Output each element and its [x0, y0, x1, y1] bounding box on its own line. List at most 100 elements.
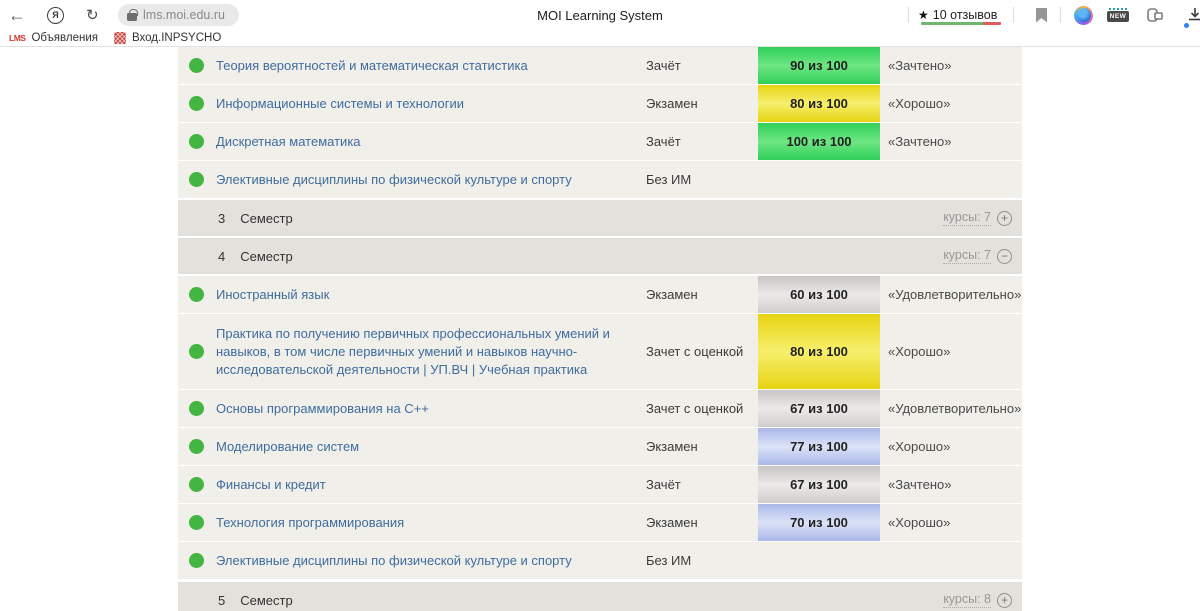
table-row: Дискретная математика Зачёт 100 из 100 «…: [178, 123, 1022, 160]
score-badge: 80 из 100: [758, 85, 880, 122]
grade-text: «Зачтено»: [888, 134, 952, 149]
expand-toggle-icon[interactable]: +: [997, 210, 1012, 226]
grade-text: «Зачтено»: [888, 58, 952, 73]
address-bar[interactable]: lms.moi.edu.ru: [118, 4, 239, 26]
score-badge: 100 из 100: [758, 123, 880, 160]
semester-label: Семестр: [240, 592, 293, 608]
refresh-button[interactable]: ↻: [86, 7, 99, 24]
sphere-icon: [1074, 5, 1093, 25]
bookmark-item-inpsycho[interactable]: Вход.INPSYCHO: [113, 32, 222, 44]
assessment-type: Без ИМ: [646, 172, 692, 187]
course-link[interactable]: Финансы и кредит: [216, 476, 326, 492]
table-row: Практика по получению первичных професси…: [178, 314, 1022, 389]
download-arrow-icon: [1189, 8, 1200, 21]
score-badge: 77 из 100: [758, 428, 880, 465]
table-row: Элективные дисциплины по физической куль…: [178, 161, 1022, 198]
score-badge: 80 из 100: [758, 314, 880, 389]
course-link[interactable]: Практика по получению первичных професси…: [216, 325, 610, 377]
inpsycho-favicon: [113, 32, 126, 44]
protect-glyph-icon: [1147, 8, 1163, 22]
extension-sphere-icon[interactable]: [1074, 0, 1093, 30]
status-dot-icon: [189, 344, 204, 359]
status-dot-icon: [189, 439, 204, 454]
score-badge: 90 из 100: [758, 47, 880, 84]
courses-count-link[interactable]: курсы: 8: [943, 592, 991, 608]
score-badge: [758, 542, 880, 579]
semester-row[interactable]: 3 Семестр курсы: 7 +: [178, 200, 1022, 236]
assessment-type: Зачет с оценкой: [646, 344, 744, 359]
assessment-type: Зачет с оценкой: [646, 401, 744, 416]
courses-count-link[interactable]: курсы: 7: [943, 248, 991, 264]
protect-icon[interactable]: [1146, 0, 1164, 30]
bookmark-label: Вход.INPSYCHO: [131, 32, 222, 44]
course-link[interactable]: Элективные дисциплины по физической куль…: [216, 171, 572, 187]
page-title: MOI Learning System: [537, 7, 663, 23]
course-link[interactable]: Теория вероятностей и математическая ста…: [216, 57, 528, 73]
status-dot-icon: [189, 515, 204, 530]
score-badge: [758, 161, 880, 198]
lms-favicon: LMS: [9, 33, 26, 43]
table-row: Теория вероятностей и математическая ста…: [178, 47, 1022, 84]
semester-number: 4: [218, 248, 226, 264]
assessment-type: Зачёт: [646, 134, 681, 149]
table-row: Элективные дисциплины по физической куль…: [178, 542, 1022, 579]
semester-label: Семестр: [240, 248, 293, 264]
grade-text: «Хорошо»: [888, 96, 951, 111]
expand-toggle-icon[interactable]: +: [997, 592, 1012, 608]
status-dot-icon: [189, 553, 204, 568]
courses-count-link[interactable]: курсы: 7: [943, 210, 991, 226]
download-icon[interactable]: [1184, 0, 1200, 30]
table-row: Моделирование систем Экзамен 77 из 100 «…: [178, 428, 1022, 465]
browser-topbar: ← Я ↻ lms.moi.edu.ru MOI Learning System…: [0, 0, 1200, 30]
star-icon: ★: [918, 8, 929, 22]
status-dot-icon: [189, 477, 204, 492]
semester-row[interactable]: 5 Семестр курсы: 8 +: [178, 582, 1022, 611]
divider: [1060, 7, 1061, 23]
status-dot-icon: [189, 134, 204, 149]
divider: [908, 7, 909, 23]
new-badge-label: NEW: [1107, 11, 1129, 22]
score-badge: 60 из 100: [758, 276, 880, 313]
course-link[interactable]: Технология программирования: [216, 514, 405, 530]
bookmark-item-announcements[interactable]: LMS Объявления: [9, 32, 98, 44]
reviews-rating[interactable]: ★ 10 отзывов: [918, 0, 997, 30]
flag-shape-icon: [1036, 7, 1047, 23]
new-badge-icon[interactable]: NEW: [1107, 0, 1129, 30]
course-link[interactable]: Элективные дисциплины по физической куль…: [216, 552, 572, 568]
semester-row[interactable]: 4 Семестр курсы: 7 −: [178, 238, 1022, 274]
status-dot-icon: [189, 96, 204, 111]
reviews-count: 10 отзывов: [932, 8, 998, 22]
grade-text: «Хорошо»: [888, 344, 951, 359]
back-button[interactable]: ←: [8, 4, 26, 25]
course-link[interactable]: Дискретная математика: [216, 133, 361, 149]
status-dot-icon: [189, 287, 204, 302]
grade-text: «Хорошо»: [888, 439, 951, 454]
assessment-type: Экзамен: [646, 515, 698, 530]
semester-number: 3: [218, 210, 226, 226]
assessment-type: Зачёт: [646, 477, 681, 492]
grades-table: Теория вероятностей и математическая ста…: [178, 47, 1022, 611]
grade-text: «Хорошо»: [888, 515, 951, 530]
course-link[interactable]: Иностранный язык: [216, 286, 330, 302]
assessment-type: Экзамен: [646, 96, 698, 111]
semester-label: Семестр: [240, 210, 293, 226]
bookmark-flag-icon[interactable]: [1036, 0, 1047, 30]
grade-text: «Удовлетворительно»: [888, 401, 1022, 416]
bookmarks-bar: LMS Объявления Вход.INPSYCHO: [0, 30, 1200, 47]
assessment-type: Зачёт: [646, 58, 681, 73]
course-link[interactable]: Информационные системы и технологии: [216, 95, 464, 111]
divider: [1013, 7, 1014, 23]
grade-text: «Зачтено»: [888, 477, 952, 492]
score-badge: 67 из 100: [758, 390, 880, 427]
download-notify-dot: [1184, 23, 1189, 28]
table-row: Финансы и кредит Зачёт 67 из 100 «Зачтен…: [178, 466, 1022, 503]
score-badge: 70 из 100: [758, 504, 880, 541]
status-dot-icon: [189, 58, 204, 73]
yandex-home-button[interactable]: Я: [47, 0, 64, 30]
assessment-type: Экзамен: [646, 439, 698, 454]
course-link[interactable]: Моделирование систем: [216, 438, 360, 454]
lock-icon: [127, 8, 138, 21]
collapse-toggle-icon[interactable]: −: [997, 248, 1012, 264]
course-link[interactable]: Основы программирования на C++: [216, 400, 429, 416]
status-dot-icon: [189, 401, 204, 416]
